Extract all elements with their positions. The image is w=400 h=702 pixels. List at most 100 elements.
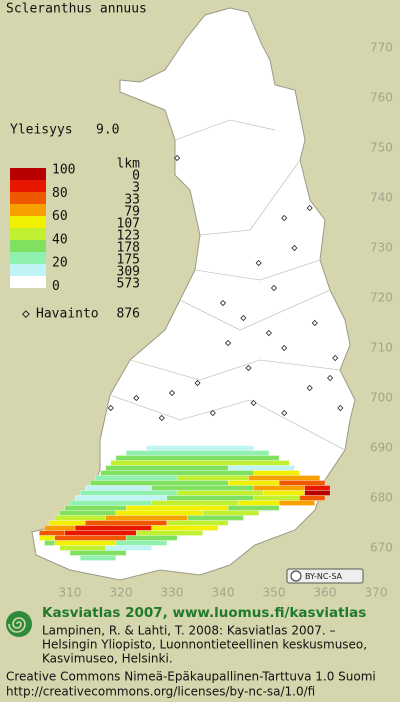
grid-cell-run xyxy=(95,475,178,481)
frequency-label: Yleisyys xyxy=(10,123,73,138)
grid-cell-run xyxy=(90,480,229,486)
province-borders xyxy=(109,119,346,451)
grid-cell-run xyxy=(278,480,326,486)
grid-cell-run xyxy=(125,450,270,456)
legend-count: 309 xyxy=(117,265,140,280)
legend-scale-label: 60 xyxy=(52,209,68,224)
legend-swatch xyxy=(10,264,46,276)
grid-cell-run xyxy=(304,485,331,491)
observation-point xyxy=(281,409,288,417)
grid-cell-run xyxy=(151,485,254,491)
grid-cell-run xyxy=(110,460,290,466)
legend-scale-label: 40 xyxy=(52,232,68,247)
grid-cell-run xyxy=(253,485,305,491)
grid-cell-run xyxy=(105,545,152,551)
grid-cell-run xyxy=(69,500,152,506)
legend-count: 107 xyxy=(117,217,140,232)
grid-cell-run xyxy=(85,520,168,526)
observation-point xyxy=(174,154,181,162)
grid-cell-run xyxy=(299,495,326,501)
observation-point xyxy=(327,374,334,382)
grid-cell-run xyxy=(166,520,229,526)
legend-count: 178 xyxy=(117,241,140,256)
observation-point xyxy=(337,404,344,412)
species-title: Scleranthus annuus xyxy=(6,2,147,17)
legend-swatch xyxy=(10,192,46,204)
grid-cell-run xyxy=(136,530,203,536)
grid-cell-run xyxy=(125,505,229,511)
grid-cells xyxy=(39,445,331,561)
easting-label: 370 xyxy=(365,586,388,600)
legend-swatch xyxy=(10,168,46,180)
license-line: Creative Commons Nimeä-Epäkaupallinen-Ta… xyxy=(6,670,376,684)
observation-point xyxy=(306,204,313,212)
observation-point xyxy=(250,399,257,407)
grid-cell-run xyxy=(80,490,178,496)
legend-swatch xyxy=(10,252,46,264)
legend-count: 123 xyxy=(117,229,140,244)
grid-cell-run xyxy=(202,510,259,516)
legend-scale-label: 20 xyxy=(52,256,68,271)
northing-label: 720 xyxy=(370,291,393,305)
logo xyxy=(6,611,32,637)
grid-cell-run xyxy=(227,465,295,471)
easting-label: 310 xyxy=(59,586,82,600)
grid-cell-run xyxy=(54,515,106,521)
observation-point xyxy=(240,314,247,322)
legend-count: 33 xyxy=(124,193,140,208)
legend-swatch xyxy=(10,180,46,192)
northing-label: 730 xyxy=(370,241,393,255)
observation-point xyxy=(158,414,165,422)
coordinate-labels: 770 760 750 740 730 720 710 700 690 680 670 310 320 3… xyxy=(59,41,393,600)
northing-label: 750 xyxy=(370,141,393,155)
grid-cell-run xyxy=(74,495,168,501)
grid-cell-run xyxy=(85,485,152,491)
observation-point xyxy=(311,319,318,327)
northing-label: 740 xyxy=(370,191,393,205)
observation-point xyxy=(107,404,114,412)
observation-point xyxy=(291,244,298,252)
footer-heading: Kasviatlas 2007, www.luomus.fi/kasviatla… xyxy=(42,605,366,621)
easting-label: 330 xyxy=(161,586,184,600)
grid-cell-run xyxy=(248,475,321,481)
grid-cell-run xyxy=(39,535,55,541)
legend-scale-label: 80 xyxy=(52,186,68,201)
grid-cell-run xyxy=(263,490,305,496)
northing-label: 760 xyxy=(370,91,393,105)
citation-line: Helsingin Yliopisto, Luonnontieteellinen… xyxy=(42,638,367,652)
legend-swatch xyxy=(10,276,46,288)
observation-point xyxy=(270,284,278,292)
observation-point xyxy=(245,364,252,372)
grid-cell-run xyxy=(151,500,239,506)
observation-point xyxy=(168,389,176,397)
observation-point xyxy=(133,394,140,402)
northing-label: 670 xyxy=(370,541,393,555)
grid-cell-run xyxy=(105,465,229,471)
grid-cell-run xyxy=(125,535,178,541)
grid-cell-run xyxy=(176,490,264,496)
grid-cell-run xyxy=(115,540,168,546)
observation-point xyxy=(281,344,288,352)
legend-swatch xyxy=(10,216,46,228)
citation-line: Kasvimuseo, Helsinki. xyxy=(42,652,173,666)
legend-swatch xyxy=(10,204,46,216)
grid-cell-run xyxy=(44,525,76,531)
grid-cell-run xyxy=(278,500,315,506)
grid-cell-run xyxy=(304,490,331,496)
grid-cell-run xyxy=(151,525,219,531)
grid-cell-run xyxy=(54,535,127,541)
grid-cell-run xyxy=(64,530,137,536)
grid-cell-run xyxy=(227,480,280,486)
observation-count: 876 xyxy=(117,307,140,322)
finland-outline xyxy=(31,7,356,581)
observation-point xyxy=(265,329,272,337)
grid-cell-run xyxy=(59,545,106,551)
observation-point xyxy=(225,339,232,347)
grid-cell-run xyxy=(115,510,203,516)
northing-label: 710 xyxy=(370,341,393,355)
easting-label: 360 xyxy=(314,586,337,600)
observation-points xyxy=(107,154,344,422)
grid-cell-run xyxy=(253,495,300,501)
grid-cell-run xyxy=(166,495,254,501)
observation-label: Havainto xyxy=(36,307,99,322)
